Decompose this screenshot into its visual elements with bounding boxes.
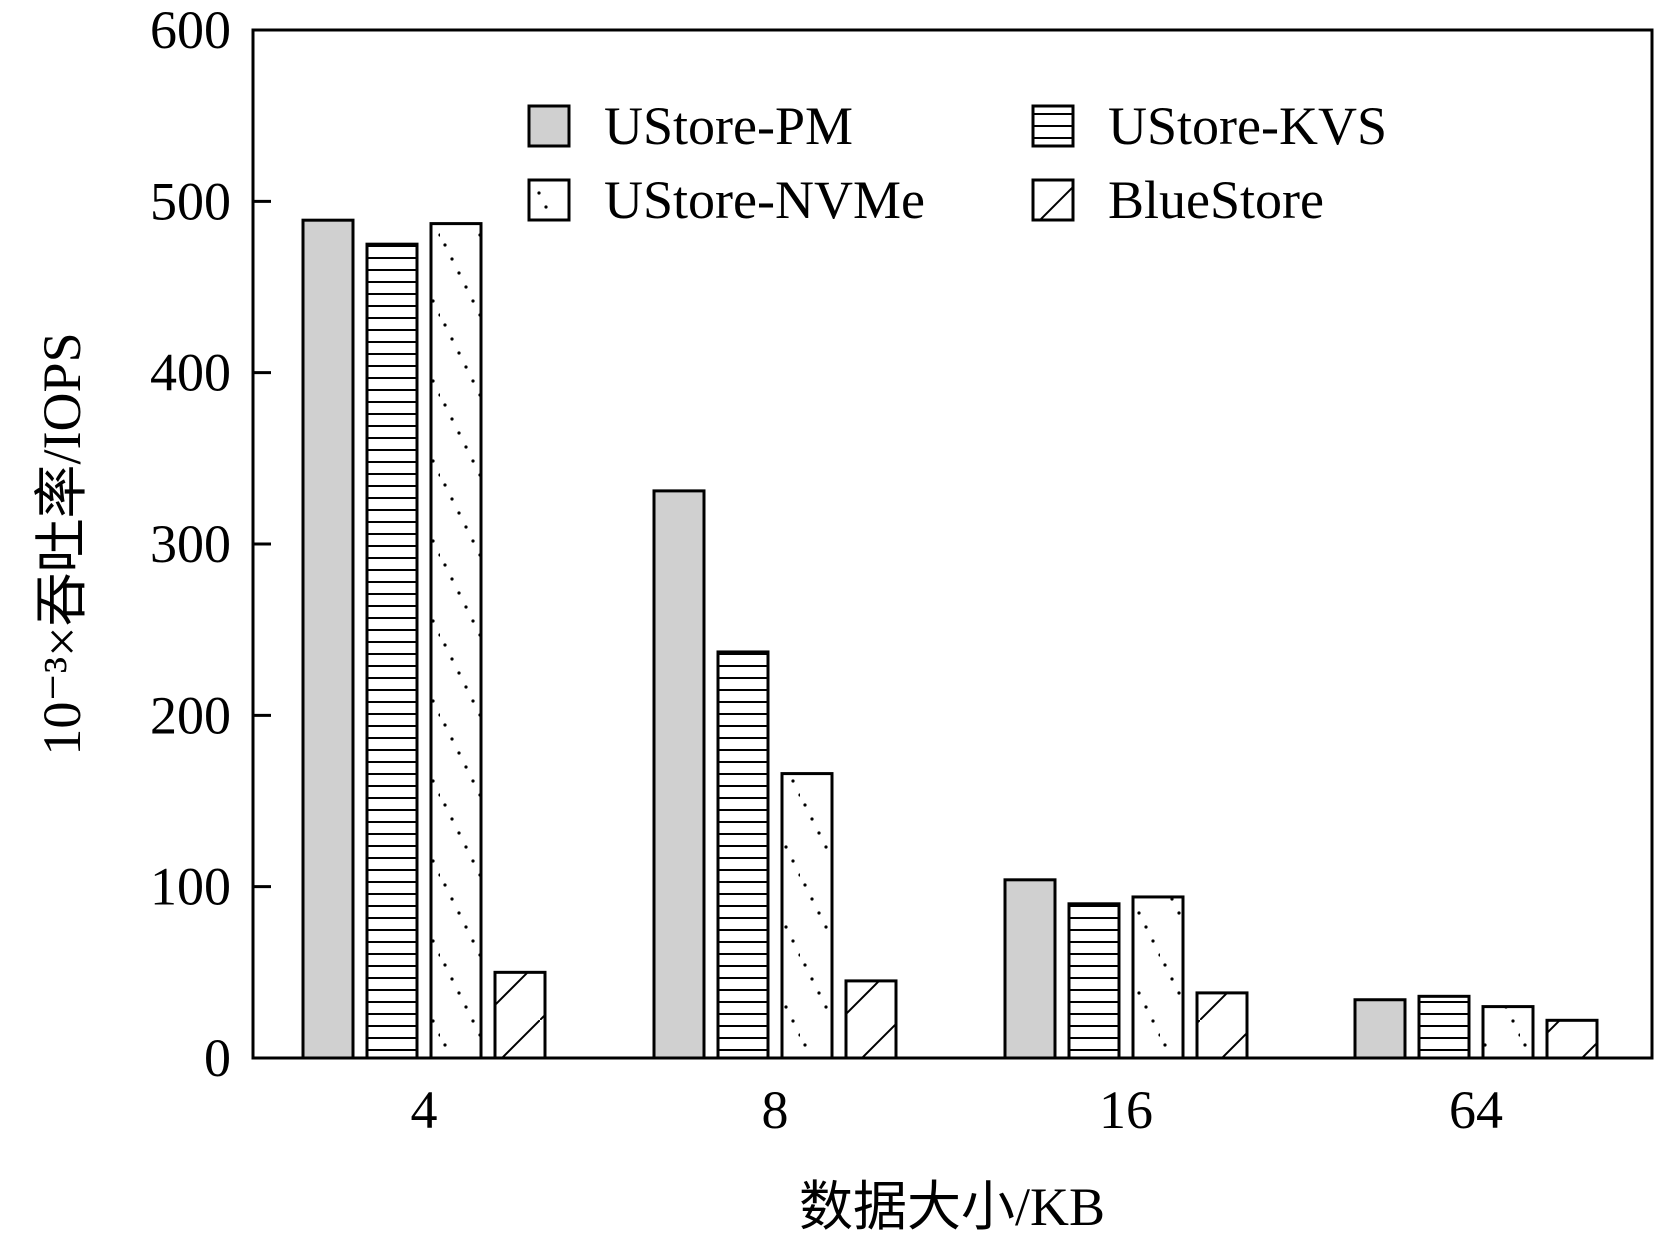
bar-ustore-kvs-4 (365, 242, 419, 1060)
bars-group (301, 218, 1599, 1060)
axis-titles: 数据大小/KB 10⁻³×吞吐率/IOPS (32, 332, 1105, 1237)
legend-swatch (1031, 104, 1075, 148)
x-tick-label: 64 (1449, 1080, 1503, 1140)
bar-ustore-pm-64 (1353, 998, 1407, 1060)
y-tick-label: 100 (150, 857, 231, 917)
y-tick-label: 400 (150, 343, 231, 403)
bar-ustore-kvs-8 (716, 650, 770, 1060)
legend-swatch (527, 104, 571, 148)
bar-ustore-kvs-64 (1417, 994, 1471, 1060)
legend-label: UStore-NVMe (604, 170, 925, 230)
bar-ustore-pm-4 (301, 218, 355, 1060)
y-axis-title: 10⁻³×吞吐率/IOPS (32, 332, 92, 755)
bar-bluestore-16 (1195, 991, 1249, 1060)
y-tick-label: 500 (150, 171, 231, 231)
legend-swatch (527, 178, 571, 222)
legend-label: BlueStore (1108, 170, 1324, 230)
bar-ustore-kvs-16 (1067, 902, 1121, 1060)
y-tick-label: 600 (150, 0, 231, 60)
bar-ustore-nvme-16 (1131, 895, 1185, 1060)
legend-label: UStore-PM (604, 96, 853, 156)
x-tick-label: 16 (1099, 1080, 1153, 1140)
bar-ustore-nvme-64 (1481, 1005, 1535, 1060)
x-axis-title: 数据大小/KB (799, 1177, 1105, 1237)
axes-group: 0 100 200 300 400 500 600 4 8 16 64 (150, 0, 1503, 1140)
bar-bluestore-8 (844, 979, 898, 1060)
bar-ustore-nvme-8 (780, 772, 834, 1060)
legend-label: UStore-KVS (1108, 96, 1387, 156)
legend-swatch (1031, 178, 1075, 222)
legend: UStore-PM UStore-KVS UStore-NVMe BlueStore (527, 96, 1387, 230)
bar-ustore-nvme-4 (429, 222, 483, 1060)
bar-ustore-pm-16 (1003, 878, 1057, 1060)
bar-bluestore-4 (493, 970, 547, 1060)
bar-ustore-pm-8 (652, 489, 706, 1060)
y-tick-label: 300 (150, 514, 231, 574)
y-tick-label: 0 (204, 1028, 231, 1088)
x-tick-label: 4 (411, 1080, 438, 1140)
bar-bluestore-64 (1545, 1018, 1599, 1060)
y-tick-label: 200 (150, 685, 231, 745)
x-tick-label: 8 (762, 1080, 789, 1140)
